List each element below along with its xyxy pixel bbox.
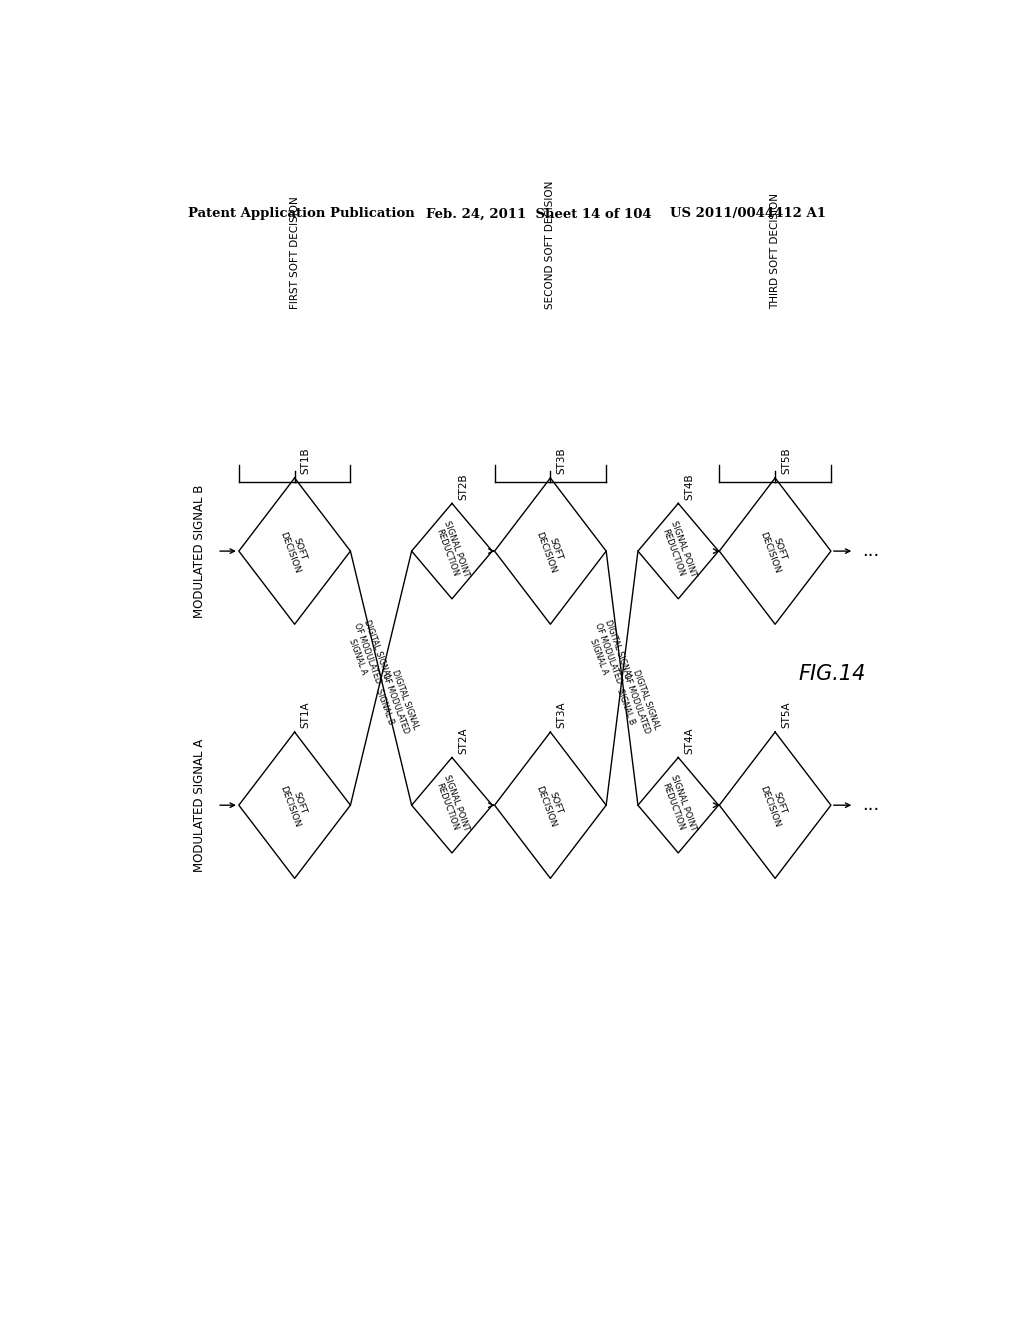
Text: MODULATED SIGNAL A: MODULATED SIGNAL A <box>193 739 206 871</box>
Text: ST1B: ST1B <box>301 447 311 474</box>
Text: DIGITAL SIGNAL
OF MODULATED
SIGNAL A: DIGITAL SIGNAL OF MODULATED SIGNAL A <box>342 618 392 688</box>
Text: THIRD SOFT DECISION: THIRD SOFT DECISION <box>770 193 780 309</box>
Text: SOFT
DECISION: SOFT DECISION <box>279 528 311 574</box>
Text: SOFT
DECISION: SOFT DECISION <box>279 781 311 829</box>
Text: ST5A: ST5A <box>781 701 792 729</box>
Text: DIGITAL SIGNAL
OF MODULATED
SIGNAL B: DIGITAL SIGNAL OF MODULATED SIGNAL B <box>370 668 420 739</box>
Text: Patent Application Publication: Patent Application Publication <box>188 207 415 220</box>
Text: SOFT
DECISION: SOFT DECISION <box>534 528 567 574</box>
Text: ST5B: ST5B <box>781 447 792 474</box>
Text: SOFT
DECISION: SOFT DECISION <box>534 781 567 829</box>
Text: SIGNAL POINT
REDUCTION: SIGNAL POINT REDUCTION <box>659 520 697 582</box>
Text: US 2011/0044412 A1: US 2011/0044412 A1 <box>671 207 826 220</box>
Text: SOFT
DECISION: SOFT DECISION <box>759 528 792 574</box>
Text: Feb. 24, 2011  Sheet 14 of 104: Feb. 24, 2011 Sheet 14 of 104 <box>426 207 652 220</box>
Text: SOFT
DECISION: SOFT DECISION <box>759 781 792 829</box>
Text: DIGITAL SIGNAL
OF MODULATED
SIGNAL A: DIGITAL SIGNAL OF MODULATED SIGNAL A <box>583 618 633 688</box>
Text: ST2A: ST2A <box>458 727 468 754</box>
Text: ST1A: ST1A <box>301 701 311 729</box>
Text: ST4A: ST4A <box>684 727 694 754</box>
Text: DIGITAL SIGNAL
OF MODULATED
SIGNAL B: DIGITAL SIGNAL OF MODULATED SIGNAL B <box>611 668 660 739</box>
Text: SIGNAL POINT
REDUCTION: SIGNAL POINT REDUCTION <box>433 520 471 582</box>
Text: ...: ... <box>862 543 880 560</box>
Text: ST3A: ST3A <box>557 701 566 729</box>
Text: SIGNAL POINT
REDUCTION: SIGNAL POINT REDUCTION <box>659 774 697 837</box>
Text: SIGNAL POINT
REDUCTION: SIGNAL POINT REDUCTION <box>433 774 471 837</box>
Text: ...: ... <box>862 796 880 814</box>
Text: ST3B: ST3B <box>557 447 566 474</box>
Text: MODULATED SIGNAL B: MODULATED SIGNAL B <box>193 484 206 618</box>
Text: FIG.14: FIG.14 <box>799 664 865 684</box>
Text: SECOND SOFT DECISION: SECOND SOFT DECISION <box>546 180 555 309</box>
Text: ST4B: ST4B <box>684 473 694 499</box>
Text: ST2B: ST2B <box>458 473 468 499</box>
Text: FIRST SOFT DECISION: FIRST SOFT DECISION <box>290 195 300 309</box>
